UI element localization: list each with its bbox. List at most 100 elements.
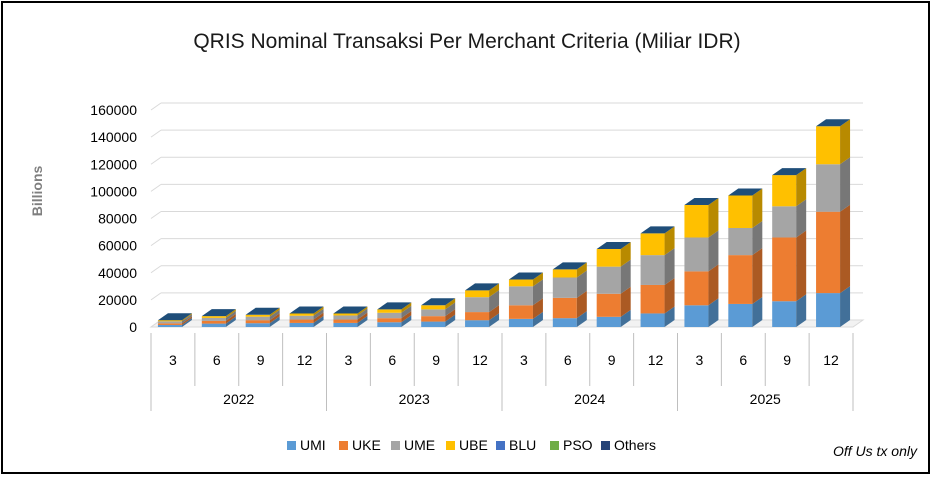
bar-front: [421, 321, 446, 327]
bar-top: [684, 197, 719, 205]
bar-segment-ume: [421, 302, 456, 317]
bar-front: [640, 313, 665, 327]
y-tick-label: 40000: [98, 265, 137, 281]
y-tick-label: 100000: [90, 183, 137, 199]
bar-front: [728, 195, 753, 228]
bar-front: [289, 313, 314, 316]
bar-segment-ube: [596, 242, 631, 267]
bar-side: [708, 230, 719, 272]
bar-front: [552, 318, 577, 327]
chart-note: Off Us tx only: [833, 443, 918, 459]
legend-swatch: [339, 441, 348, 450]
bar-segment-ume: [816, 157, 851, 212]
bar-segment-ube: [465, 283, 500, 298]
bar-front: [157, 320, 182, 322]
y-tick-label: 60000: [98, 238, 137, 254]
gridline: [150, 183, 162, 192]
bar-segment-ube: [421, 298, 456, 310]
bar-segment-ube: [640, 226, 675, 256]
bar-side: [576, 270, 587, 298]
legend-label: PSO: [563, 437, 593, 453]
bar-side: [840, 286, 851, 327]
bar-side: [225, 309, 236, 318]
x-tick-label: 6: [213, 352, 221, 368]
bar-side: [796, 294, 807, 327]
bar-side: [752, 220, 763, 256]
bar-side: [313, 308, 324, 320]
bar-side: [664, 277, 675, 314]
bar-side: [532, 311, 543, 327]
legend-label: Others: [614, 437, 656, 453]
bar-segment-ume: [728, 220, 763, 256]
bar-top: [508, 272, 543, 280]
bar-segment-ume: [201, 310, 236, 321]
bar-front: [816, 293, 841, 327]
bar-side: [708, 264, 719, 306]
bar-side: [664, 248, 675, 285]
bar-side: [313, 312, 324, 323]
bar-segment-umi: [728, 296, 763, 327]
bar-front: [552, 277, 577, 298]
bar-front: [157, 323, 182, 325]
bar-side: [708, 197, 719, 238]
bar-front: [508, 286, 533, 306]
bar-segment-uke: [596, 286, 631, 317]
bar-side: [181, 313, 192, 322]
x-tick-label: 3: [169, 352, 177, 368]
bar-segment-umi: [377, 315, 412, 327]
bar-segment-ume: [596, 259, 631, 294]
legend-label: BLU: [509, 437, 536, 453]
x-tick-label: 12: [472, 352, 488, 368]
bar-segment-uke: [377, 311, 412, 323]
bar-front: [772, 237, 797, 302]
bar-side: [796, 168, 807, 207]
bar-top: [640, 226, 675, 234]
bar-front: [552, 297, 577, 319]
bar-side: [489, 313, 500, 327]
x-group-label: 2025: [750, 391, 781, 407]
bar-side: [664, 306, 675, 327]
bar-top: [157, 313, 192, 321]
y-axis-ticks: 0 20000 40000 60000 80000 100000 120000 140000 1…: [90, 102, 137, 335]
bar-front: [421, 309, 446, 317]
x-group-label: 2022: [223, 391, 254, 407]
bar-segment-umi: [640, 306, 675, 327]
x-tick-label: 6: [739, 352, 747, 368]
bar-front: [421, 316, 446, 322]
bar-front: [333, 319, 358, 323]
bar-front: [245, 320, 270, 324]
bar-front: [816, 164, 841, 212]
bar-front: [333, 315, 358, 320]
bar-front: [157, 321, 182, 324]
bar-segment-ube: [772, 168, 807, 207]
bar-segment-ube: [684, 197, 719, 238]
bar-front: [333, 322, 358, 327]
x-group-label: 2024: [574, 391, 605, 407]
bar-side: [532, 272, 543, 287]
bar-segment-umi: [684, 298, 719, 327]
x-tick-label: 6: [564, 352, 572, 368]
bar-side: [620, 259, 631, 294]
bar-segment-umi: [289, 315, 324, 327]
gridline: [150, 102, 162, 111]
bar-segment-uke: [552, 290, 587, 319]
bar-segment-ube: [377, 302, 412, 313]
bar-segment-ume: [289, 308, 324, 320]
bar-front: [728, 303, 753, 327]
bar-segment-uke: [640, 277, 675, 314]
bars: [157, 119, 851, 327]
bar-front: [289, 319, 314, 323]
bar-segment-umi: [508, 311, 543, 327]
bar-front: [552, 269, 577, 278]
bar-side: [313, 315, 324, 327]
bar-top: [465, 283, 500, 291]
bar-segment-uke: [333, 312, 368, 323]
bar-front: [245, 314, 270, 317]
bar-side: [181, 317, 192, 327]
bar-side: [576, 262, 587, 278]
bar-top: [289, 306, 324, 314]
bar-front: [596, 249, 621, 267]
y-tick-label: 20000: [98, 292, 137, 308]
bar-side: [840, 204, 851, 294]
bar-segment-uke: [245, 313, 280, 324]
